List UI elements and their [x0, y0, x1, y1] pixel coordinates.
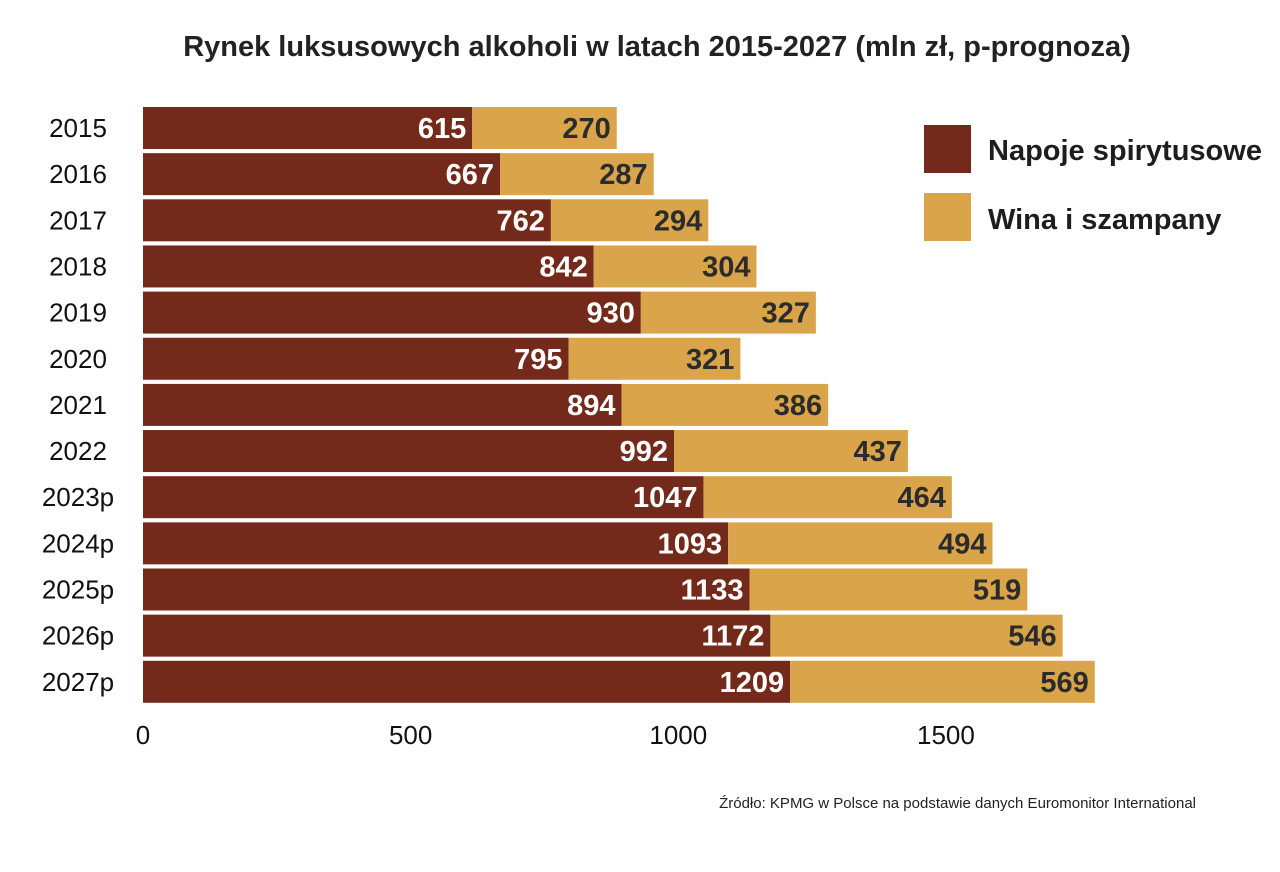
y-axis-labels: 2015 2016 2017 2018 2019 2020 2021 2022 2023p 202…	[42, 113, 114, 697]
bar-wina-i-szampany	[770, 614, 1063, 657]
y-tick-label: 2018	[49, 251, 107, 281]
bar-napoje-spirytusowe	[143, 337, 569, 380]
data-label: 1172	[701, 621, 764, 653]
data-label: 464	[897, 482, 945, 514]
data-label: 1093	[658, 528, 723, 560]
bar-wina-i-szampany	[728, 522, 993, 565]
legend-swatch-napoje	[924, 125, 971, 173]
bar-wina-i-szampany	[568, 337, 741, 380]
data-label: 519	[973, 575, 1021, 607]
data-label: 321	[686, 344, 734, 376]
data-label: 327	[761, 298, 809, 330]
data-label: 270	[562, 113, 610, 145]
bar-napoje-spirytusowe	[143, 476, 704, 519]
y-tick-label: 2015	[49, 113, 107, 143]
bar-napoje-spirytusowe	[143, 199, 551, 242]
y-tick-label: 2023p	[42, 482, 114, 512]
data-label: 992	[620, 436, 668, 468]
bar-napoje-spirytusowe	[143, 430, 675, 473]
bar-napoje-spirytusowe	[143, 107, 473, 149]
bar-napoje-spirytusowe	[143, 660, 791, 703]
data-label: 287	[599, 159, 647, 191]
bar-wina-i-szampany	[472, 107, 617, 149]
x-tick-label: 1000	[649, 720, 707, 750]
bars-group: 615 270 667 287 762 294 842 304 930 327 795 321 894 3…	[143, 107, 1095, 703]
legend-label-napoje: Napoje spirytusowe	[988, 135, 1262, 167]
y-tick-label: 2020	[49, 344, 107, 374]
legend-label-wina: Wina i szampany	[988, 204, 1221, 236]
bar-wina-i-szampany	[500, 153, 654, 196]
bar-napoje-spirytusowe	[143, 568, 750, 611]
x-tick-label: 500	[389, 720, 432, 750]
bar-napoje-spirytusowe	[143, 614, 771, 657]
bar-wina-i-szampany	[640, 291, 816, 334]
data-label: 494	[938, 528, 986, 560]
bar-napoje-spirytusowe	[143, 291, 641, 334]
data-label: 1047	[633, 482, 698, 514]
data-label: 569	[1040, 667, 1088, 699]
data-label: 795	[514, 344, 562, 376]
bar-napoje-spirytusowe	[143, 153, 501, 196]
y-tick-label: 2025p	[42, 575, 114, 605]
data-label: 667	[446, 159, 494, 191]
bar-wina-i-szampany	[550, 199, 709, 242]
y-tick-label: 2026p	[42, 621, 114, 651]
data-label: 386	[774, 390, 822, 422]
data-label: 930	[586, 298, 634, 330]
data-label: 304	[702, 251, 750, 283]
y-tick-label: 2027p	[42, 667, 114, 697]
y-tick-label: 2017	[49, 205, 107, 235]
bar-wina-i-szampany	[674, 430, 908, 473]
y-tick-label: 2021	[49, 390, 107, 420]
bar-napoje-spirytusowe	[143, 522, 729, 565]
data-label: 762	[497, 205, 545, 237]
bar-wina-i-szampany	[749, 568, 1028, 611]
bar-napoje-spirytusowe	[143, 245, 594, 288]
data-label: 437	[854, 436, 902, 468]
bar-napoje-spirytusowe	[143, 383, 622, 426]
x-tick-label: 0	[136, 720, 150, 750]
data-label: 1133	[681, 575, 744, 607]
legend: Napoje spirytusowe Wina i szampany	[924, 125, 1262, 241]
y-tick-label: 2024p	[42, 528, 114, 558]
data-label: 842	[539, 251, 587, 283]
bar-wina-i-szampany	[790, 660, 1095, 703]
legend-swatch-wina	[924, 193, 971, 241]
y-tick-label: 2019	[49, 298, 107, 328]
y-tick-label: 2022	[49, 436, 107, 466]
data-label: 1209	[720, 667, 785, 699]
bar-wina-i-szampany	[593, 245, 757, 288]
y-tick-label: 2016	[49, 159, 107, 189]
bar-wina-i-szampany	[621, 383, 829, 426]
chart-title: Rynek luksusowych alkoholi w latach 2015…	[183, 31, 1131, 63]
bar-wina-i-szampany	[703, 476, 952, 519]
x-axis-labels: 0 500 1000 1500	[136, 720, 975, 750]
x-tick-label: 1500	[917, 720, 975, 750]
data-label: 294	[654, 205, 702, 237]
data-label: 894	[567, 390, 615, 422]
data-label: 615	[418, 113, 466, 145]
data-label: 546	[1008, 621, 1056, 653]
source-note: Źródło: KPMG w Polsce na podstawie danyc…	[719, 795, 1196, 812]
